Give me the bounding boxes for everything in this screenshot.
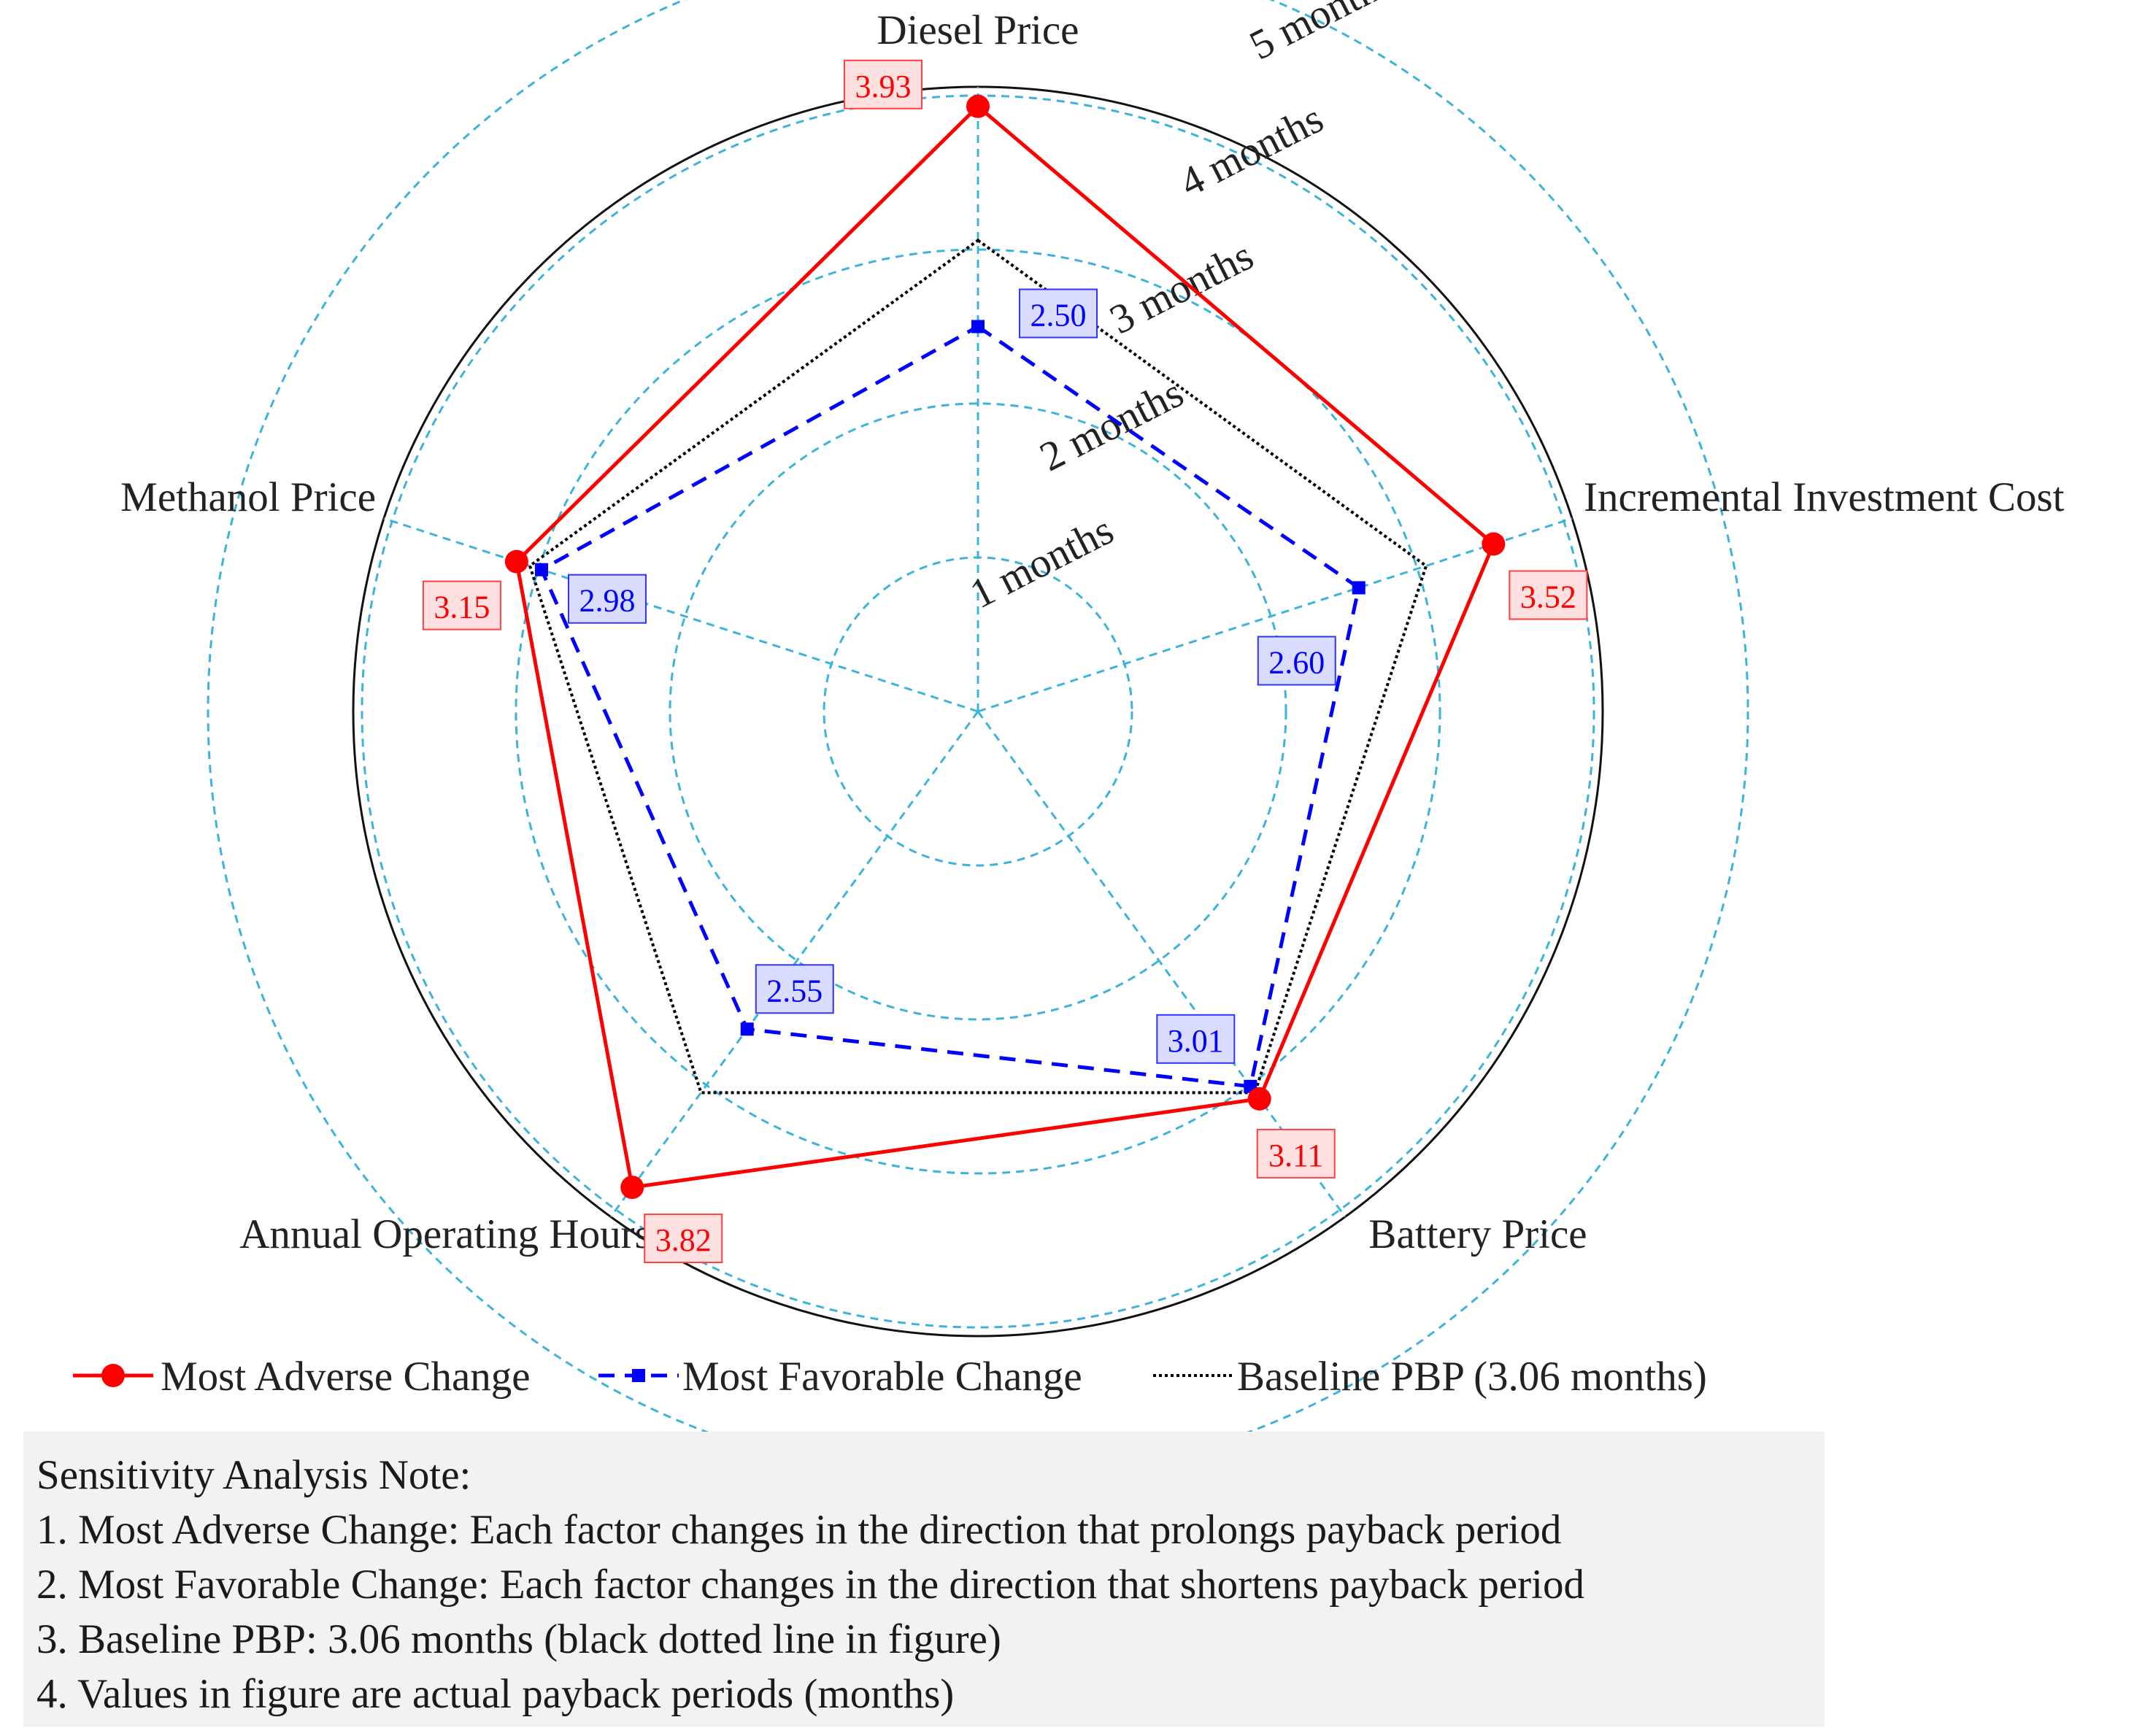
legend-label-adverse: Most Adverse Change (161, 1354, 531, 1400)
axis-label-2: Incremental Investment Cost (1584, 474, 2065, 520)
legend-marker-adverse (101, 1364, 125, 1387)
note-title: Sensitivity Analysis Note: (36, 1452, 471, 1498)
adverse-point-1 (966, 94, 990, 118)
adverse-data-label-3: 3.11 (1268, 1138, 1323, 1173)
favorable-label-box-5 (567, 574, 647, 624)
spoke-2 (977, 517, 1573, 713)
sensitivity-note-box: Sensitivity Analysis Note: 1. Most Adver… (23, 1432, 1825, 1727)
adverse-data-label-1: 3.93 (855, 69, 912, 104)
legend-label-baseline: Baseline PBP (3.06 months) (1237, 1354, 1707, 1400)
adverse-label-box-2 (1509, 570, 1588, 620)
grid-circle-3 (515, 248, 1441, 1175)
radial-label-1: 1 months (963, 507, 1120, 618)
adverse-label-box-4 (644, 1214, 723, 1264)
favorable-point-5 (534, 563, 548, 576)
spoke-5 (383, 517, 979, 713)
radial-label-5: 5 months (1242, 0, 1400, 69)
favorable-data-label-4: 2.55 (766, 973, 823, 1008)
adverse-data-label-5: 3.15 (434, 590, 490, 625)
favorable-data-label-5: 2.98 (579, 583, 635, 619)
axis-label-4: Annual Operating Hours (239, 1211, 651, 1257)
note-line-1: 1. Most Adverse Change: Each factor chan… (36, 1507, 1562, 1553)
favorable-label-box-3 (1156, 1014, 1236, 1064)
legend-label-favorable: Most Favorable Change (682, 1354, 1082, 1400)
adverse-label-box-5 (422, 580, 501, 630)
grid-circle-2 (669, 402, 1287, 1021)
note-line-2: 2. Most Favorable Change: Each factor ch… (36, 1562, 1584, 1608)
favorable-data-label-2: 2.60 (1268, 644, 1325, 680)
note-line-3: 3. Baseline PBP: 3.06 months (black dott… (36, 1616, 1001, 1662)
series-line-1 (515, 104, 1496, 1189)
favorable-label-box-4 (755, 964, 834, 1014)
favorable-data-label-1: 2.50 (1031, 298, 1087, 333)
legend-marker-favorable (632, 1369, 645, 1382)
adverse-label-box-3 (1256, 1128, 1336, 1178)
note-line-4: 4. Values in figure are actual payback p… (36, 1671, 955, 1717)
adverse-point-4 (620, 1176, 644, 1200)
series-line-2 (539, 324, 1361, 1089)
adverse-label-box-1 (844, 59, 922, 109)
favorable-point-4 (740, 1022, 754, 1036)
adverse-point-2 (1482, 532, 1506, 556)
adverse-point-5 (504, 549, 528, 574)
favorable-label-box-2 (1257, 636, 1336, 686)
adverse-data-label-4: 3.82 (655, 1222, 712, 1258)
favorable-point-1 (971, 320, 985, 333)
favorable-point-2 (1352, 581, 1365, 595)
axis-label-5: Methanol Price (120, 474, 376, 520)
favorable-label-box-1 (1019, 288, 1098, 339)
series-line-3 (528, 238, 1428, 1095)
spoke-4 (609, 711, 979, 1218)
axis-label-1: Diesel Price (877, 7, 1079, 53)
outer-circle (352, 85, 1604, 1338)
favorable-data-label-3: 3.01 (1168, 1023, 1224, 1059)
axis-label-3: Battery Price (1368, 1211, 1587, 1257)
adverse-point-3 (1247, 1087, 1271, 1111)
adverse-data-label-2: 3.52 (1520, 579, 1576, 614)
radial-label-2: 2 months (1033, 370, 1190, 481)
